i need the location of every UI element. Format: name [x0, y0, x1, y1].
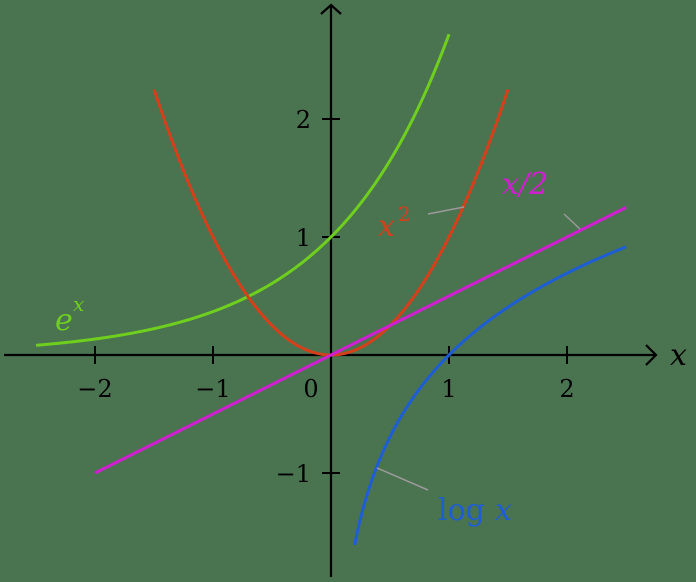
label-square-superscript: 2	[398, 202, 411, 226]
x-axis-label: x	[670, 338, 687, 373]
curves	[35, 33, 627, 546]
label-log: log	[438, 493, 485, 528]
curve-log	[353, 245, 627, 546]
label-half-pin	[563, 213, 581, 230]
x-tick-label: 0	[303, 375, 318, 403]
label-exp-superscript: x	[73, 292, 84, 316]
x-tick-label: −1	[195, 375, 230, 403]
label-log-variable: x	[495, 493, 512, 528]
x-tick-label: −2	[77, 375, 112, 403]
label-half: x/2	[502, 167, 548, 202]
label-square-pin	[427, 206, 465, 215]
x-tick-label: 1	[441, 375, 456, 403]
label-log-pin	[376, 467, 429, 491]
curve-half	[94, 206, 627, 475]
y-tick-label: 1	[296, 224, 311, 252]
y-axis-arrow-icon	[320, 3, 342, 15]
x-axis-arrow-icon	[645, 344, 658, 366]
label-exp: e	[55, 303, 73, 338]
y-tick-label: 2	[296, 106, 311, 134]
label-square: x	[378, 209, 395, 244]
curve-exp	[35, 33, 451, 347]
y-tick-label: −1	[276, 460, 311, 488]
x-tick-label: 2	[559, 375, 574, 403]
